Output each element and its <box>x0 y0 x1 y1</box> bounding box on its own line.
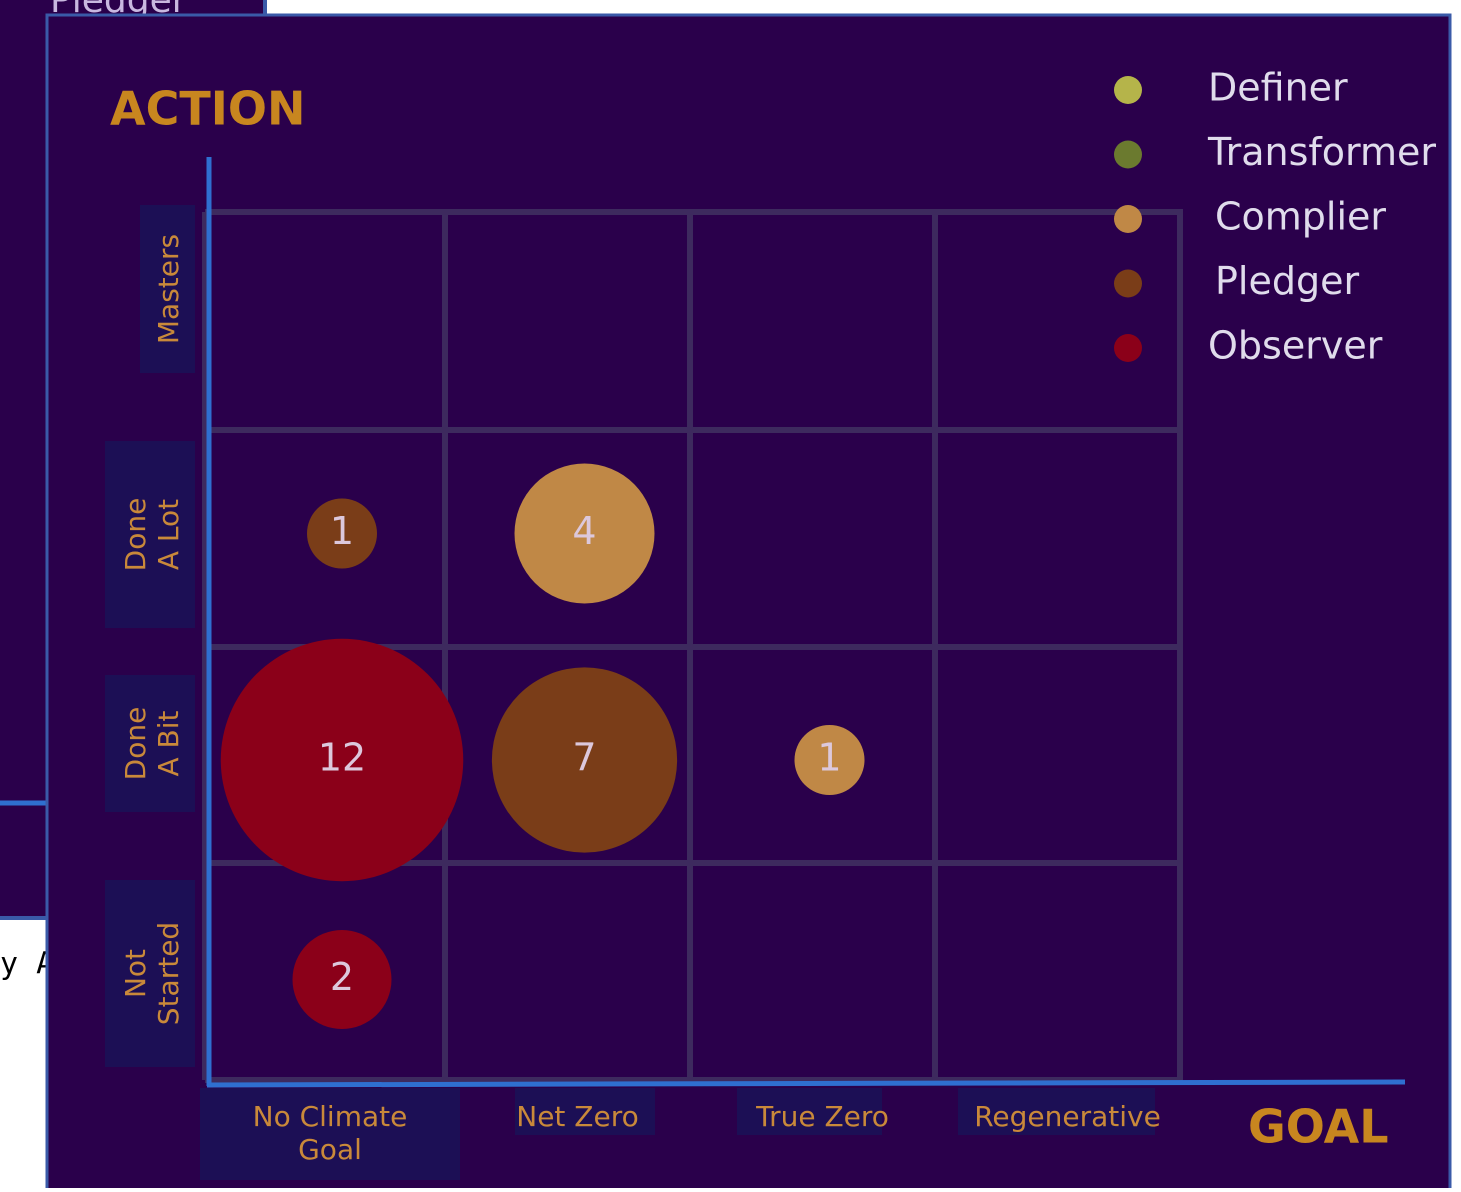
legend-marker <box>1114 76 1142 104</box>
x-label-box <box>515 1088 655 1135</box>
bubble <box>220 638 464 882</box>
legend-label: Pledger <box>1215 259 1359 303</box>
x-axis <box>206 1079 1406 1088</box>
x-tick-label: Goal <box>298 1133 362 1166</box>
legend-marker <box>1114 334 1142 362</box>
x-tick-label: Net Zero <box>516 1100 639 1133</box>
y-tick-label: A Bit <box>152 710 185 776</box>
legend-marker <box>1114 269 1142 298</box>
y-label-box <box>140 205 195 373</box>
bubble-label: 2 <box>330 955 354 999</box>
x-label-box <box>737 1088 882 1135</box>
x-tick-label: No Climate <box>253 1100 408 1133</box>
legend-label: Transformer <box>1207 130 1436 174</box>
legend-marker <box>1114 205 1142 233</box>
bubble-label: 1 <box>330 509 354 553</box>
x-tick-label: True Zero <box>755 1100 889 1133</box>
bubble-label: 12 <box>318 736 366 780</box>
y-tick-label: Done <box>119 707 152 781</box>
y-label-box <box>105 441 195 628</box>
bubble-label: 4 <box>572 509 596 553</box>
legend-label: Definer <box>1208 66 1348 110</box>
x-axis-label: GOAL <box>1248 1100 1389 1154</box>
legend-label: Complier <box>1215 195 1386 239</box>
bubble <box>794 725 865 795</box>
chart-title: ACTION <box>110 82 305 136</box>
y-label-box <box>105 880 195 1067</box>
bubble-label: 1 <box>817 736 841 780</box>
bubble <box>514 463 655 604</box>
y-tick-label: Not <box>119 949 152 998</box>
x-label-box <box>200 1088 460 1180</box>
chart-panel <box>45 13 1452 1192</box>
y-label-box <box>105 675 195 812</box>
bubble <box>307 498 377 569</box>
bubble-label: 7 <box>572 736 596 780</box>
y-tick-label: Started <box>152 922 185 1025</box>
x-tick-label: Regenerative <box>974 1100 1161 1133</box>
y-tick-label: A Lot <box>152 499 185 570</box>
legend-label: Observer <box>1208 324 1383 368</box>
y-tick-label: Done <box>119 498 152 572</box>
background-text: y A <box>0 947 54 982</box>
bubble <box>292 930 392 1029</box>
x-label-box <box>958 1088 1155 1135</box>
bubble <box>491 667 678 853</box>
y-tick-label: Masters <box>152 234 185 344</box>
legend-marker <box>1114 140 1142 169</box>
